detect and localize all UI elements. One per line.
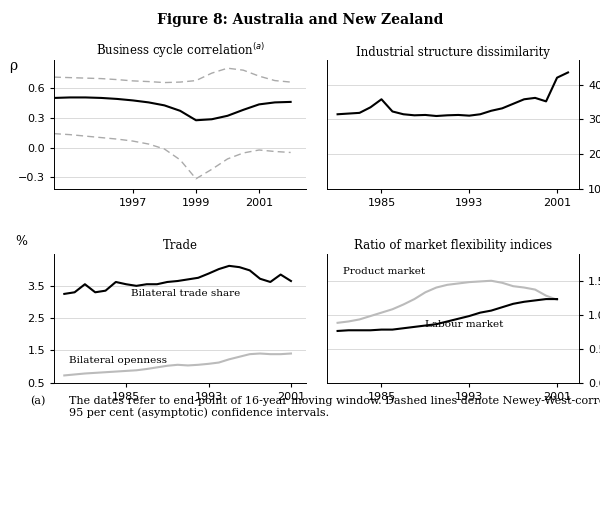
Title: Ratio of market flexibility indices: Ratio of market flexibility indices <box>354 239 552 253</box>
Text: Product market: Product market <box>343 267 425 276</box>
Title: Business cycle correlation$^{(a)}$: Business cycle correlation$^{(a)}$ <box>95 41 265 60</box>
Text: (a): (a) <box>30 396 46 406</box>
Y-axis label: ρ: ρ <box>10 59 17 73</box>
Text: Figure 8: Australia and New Zealand: Figure 8: Australia and New Zealand <box>157 13 443 27</box>
Text: Bilateral openness: Bilateral openness <box>70 356 167 365</box>
Text: Bilateral trade share: Bilateral trade share <box>131 289 241 298</box>
Y-axis label: %: % <box>15 235 27 248</box>
Title: Trade: Trade <box>163 239 198 253</box>
Text: The dates refer to end-point of 16-year moving window. Dashed lines denote Newey: The dates refer to end-point of 16-year … <box>69 396 600 418</box>
Text: Labour market: Labour market <box>425 320 504 329</box>
Title: Industrial structure dissimilarity: Industrial structure dissimilarity <box>356 46 550 59</box>
